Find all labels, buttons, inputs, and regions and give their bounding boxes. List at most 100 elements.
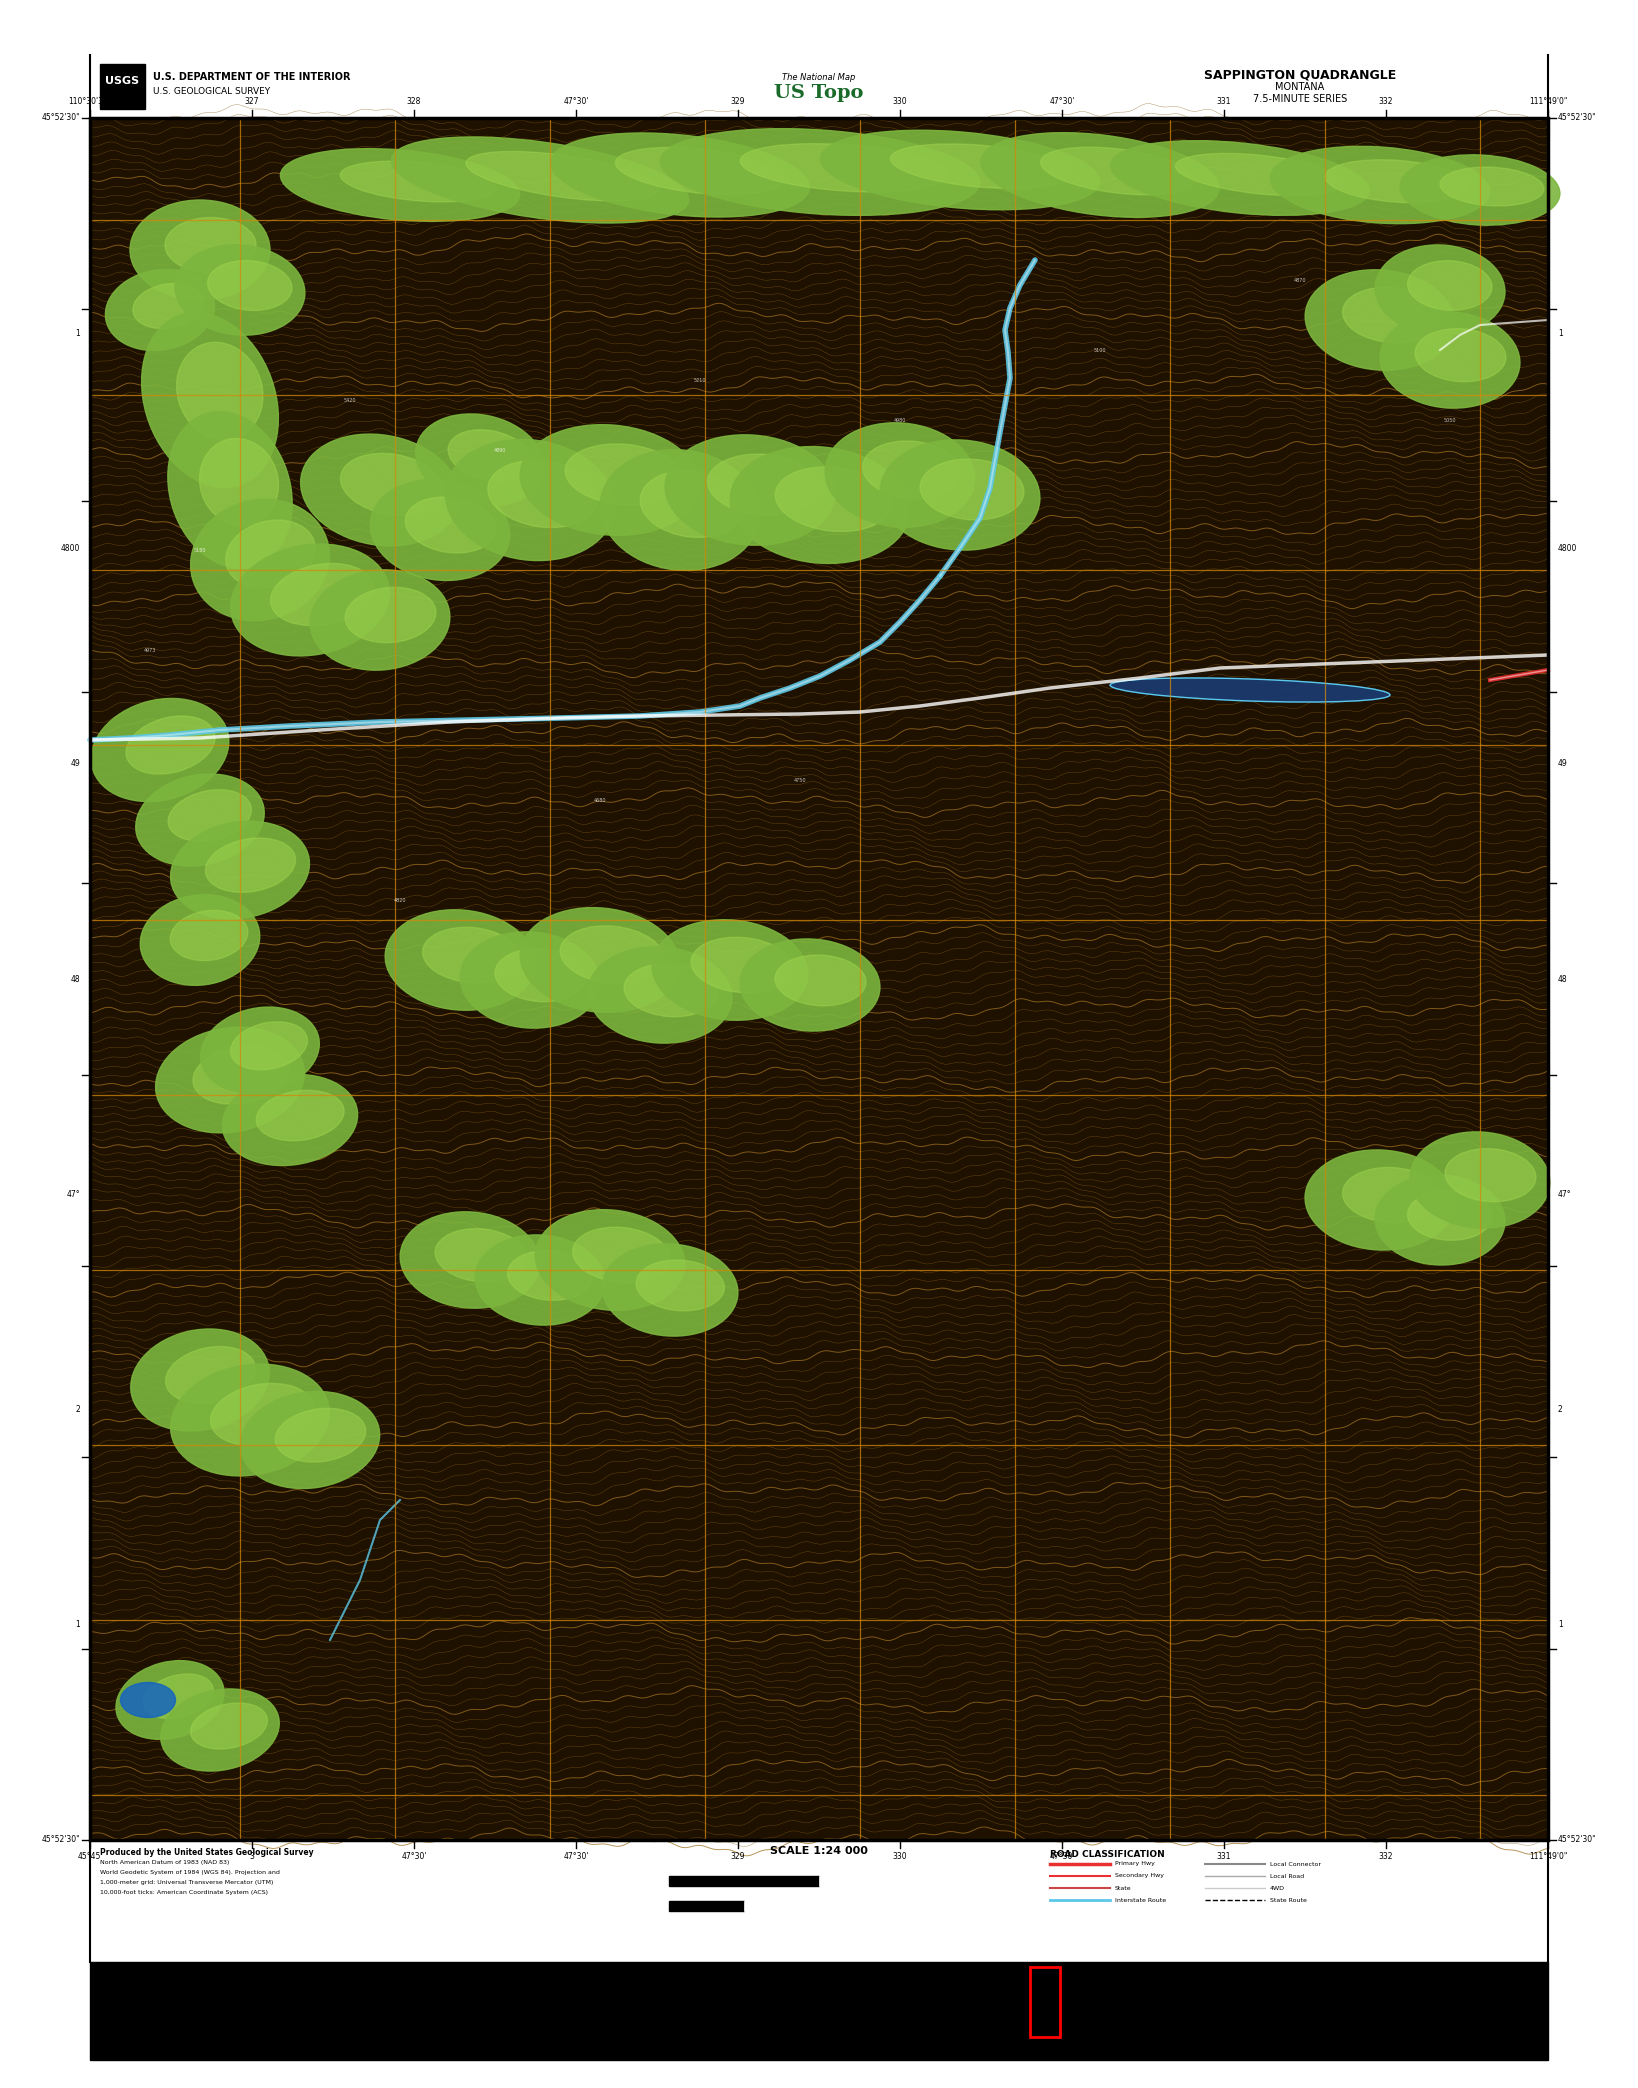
Bar: [90, 1963, 1548, 2061]
Ellipse shape: [1305, 1150, 1455, 1251]
Text: Primary Hwy: Primary Hwy: [1115, 1862, 1155, 1867]
Text: 47°30': 47°30': [1050, 96, 1075, 106]
Text: US Topo: US Topo: [775, 84, 863, 102]
Text: 5210: 5210: [695, 378, 706, 382]
Ellipse shape: [550, 134, 809, 217]
Text: 332: 332: [1379, 96, 1394, 106]
Text: 4820: 4820: [393, 898, 406, 902]
Ellipse shape: [1269, 146, 1491, 223]
Ellipse shape: [740, 940, 880, 1031]
Ellipse shape: [1407, 261, 1492, 311]
Ellipse shape: [731, 447, 909, 564]
Ellipse shape: [1374, 1176, 1505, 1265]
Text: 4750: 4750: [794, 777, 806, 783]
Ellipse shape: [640, 470, 744, 537]
Ellipse shape: [1040, 146, 1196, 194]
Ellipse shape: [129, 200, 270, 301]
Ellipse shape: [161, 1689, 278, 1771]
Text: World Geodetic System of 1984 (WGS 84). Projection and: World Geodetic System of 1984 (WGS 84). …: [100, 1871, 280, 1875]
Text: 5180: 5180: [193, 547, 206, 553]
Ellipse shape: [1440, 167, 1545, 207]
Text: 47°30': 47°30': [401, 1852, 428, 1860]
Bar: [819, 1875, 970, 1885]
Text: SAPPINGTON QUADRANGLE: SAPPINGTON QUADRANGLE: [1204, 69, 1396, 81]
Text: 45°52'30": 45°52'30": [1558, 1835, 1597, 1844]
Text: 330: 330: [893, 1852, 907, 1860]
Text: 47°: 47°: [67, 1190, 80, 1199]
Ellipse shape: [508, 1251, 591, 1301]
Text: 4980: 4980: [894, 418, 906, 422]
Ellipse shape: [588, 946, 732, 1044]
Ellipse shape: [603, 1244, 737, 1336]
Text: 49: 49: [70, 760, 80, 768]
Ellipse shape: [167, 411, 292, 568]
Ellipse shape: [465, 152, 658, 200]
Text: SCALE 1:24 000: SCALE 1:24 000: [770, 1846, 868, 1856]
Ellipse shape: [1374, 244, 1505, 334]
Text: 2: 2: [75, 1405, 80, 1414]
Text: Local Connector: Local Connector: [1269, 1862, 1320, 1867]
Ellipse shape: [1176, 152, 1343, 196]
Ellipse shape: [341, 453, 444, 516]
Text: State Route: State Route: [1269, 1898, 1307, 1902]
Ellipse shape: [241, 1391, 380, 1489]
Bar: [90, 119, 1548, 1840]
Ellipse shape: [141, 313, 278, 487]
Ellipse shape: [165, 217, 256, 274]
Ellipse shape: [310, 570, 450, 670]
Text: The National Map: The National Map: [783, 73, 855, 81]
Bar: [90, 119, 1548, 1840]
Ellipse shape: [105, 269, 215, 351]
Text: 48: 48: [70, 975, 80, 983]
Ellipse shape: [1381, 311, 1520, 407]
Ellipse shape: [385, 910, 536, 1011]
Text: MONTANA: MONTANA: [1276, 81, 1325, 92]
Text: 1,000-meter grid: Universal Transverse Mercator (UTM): 1,000-meter grid: Universal Transverse M…: [100, 1879, 274, 1885]
Text: 1: 1: [1558, 1620, 1563, 1629]
Ellipse shape: [460, 931, 600, 1027]
Text: Local Road: Local Road: [1269, 1873, 1304, 1879]
Text: 4890: 4890: [493, 447, 506, 453]
Ellipse shape: [775, 468, 891, 532]
Text: 4680: 4680: [593, 798, 606, 802]
Text: 1: 1: [75, 1620, 80, 1629]
Ellipse shape: [921, 459, 1024, 520]
Ellipse shape: [565, 445, 681, 505]
Text: 5050: 5050: [1443, 418, 1456, 422]
Ellipse shape: [521, 424, 699, 535]
Text: 331: 331: [1217, 1852, 1232, 1860]
Text: 48: 48: [1558, 975, 1568, 983]
Text: 45°45': 45°45': [77, 1852, 103, 1860]
Text: 2: 2: [1558, 1405, 1563, 1414]
Text: 328: 328: [406, 96, 421, 106]
Text: U.S. GEOLOGICAL SURVEY: U.S. GEOLOGICAL SURVEY: [152, 88, 270, 96]
Ellipse shape: [170, 821, 310, 919]
Ellipse shape: [821, 129, 1099, 209]
Ellipse shape: [275, 1407, 365, 1462]
Text: 5420: 5420: [344, 397, 355, 403]
Ellipse shape: [143, 1675, 213, 1718]
Ellipse shape: [92, 697, 229, 802]
Text: 110°30'30": 110°30'30": [69, 96, 111, 106]
Ellipse shape: [1305, 269, 1455, 370]
Ellipse shape: [193, 1046, 290, 1105]
Text: ROAD CLASSIFICATION: ROAD CLASSIFICATION: [1050, 1850, 1165, 1858]
Ellipse shape: [280, 148, 519, 221]
Bar: [668, 1875, 819, 1885]
Bar: [100, 65, 146, 109]
Ellipse shape: [400, 1211, 541, 1309]
Ellipse shape: [740, 144, 948, 192]
Ellipse shape: [1111, 679, 1391, 702]
Text: U.S. DEPARTMENT OF THE INTERIOR: U.S. DEPARTMENT OF THE INTERIOR: [152, 73, 351, 84]
Ellipse shape: [170, 910, 247, 960]
Text: 331: 331: [1217, 96, 1232, 106]
Ellipse shape: [177, 342, 264, 441]
Ellipse shape: [1111, 140, 1369, 215]
Ellipse shape: [170, 1363, 329, 1476]
Text: State: State: [1115, 1885, 1132, 1890]
Ellipse shape: [121, 1683, 175, 1718]
Ellipse shape: [231, 1021, 308, 1069]
Ellipse shape: [446, 438, 614, 560]
Text: science for a
changing world: science for a changing world: [106, 90, 138, 98]
Ellipse shape: [652, 919, 808, 1021]
